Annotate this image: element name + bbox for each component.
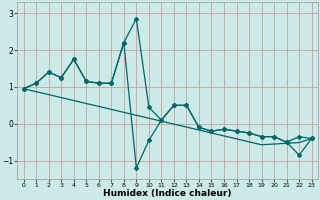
X-axis label: Humidex (Indice chaleur): Humidex (Indice chaleur) [103,189,232,198]
